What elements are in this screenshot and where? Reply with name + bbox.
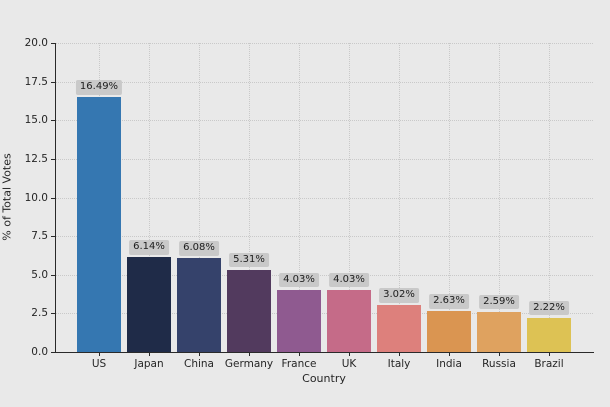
x-tick-label: US [91,358,107,370]
y-tick-label: 20.0 [24,36,48,49]
bar-japan [127,257,171,352]
bar-value-label: 2.59% [479,294,519,310]
x-tick-label: Italy [387,358,411,370]
bar-india [427,311,471,352]
y-tick-mark [51,313,55,315]
bar-value-label: 4.03% [329,272,369,288]
gridline-vertical [349,43,350,352]
bar-germany [227,269,271,352]
gridline-vertical [399,43,400,352]
x-tick-mark [99,352,100,356]
y-tick-label: 2.5 [31,307,48,320]
bar-value-label: 6.14% [129,240,169,255]
gridline-vertical [149,43,150,352]
y-tick-label: 0.0 [31,345,48,358]
gridline-horizontal [55,274,593,276]
gridline-vertical [549,43,550,352]
gridline-horizontal [55,158,593,160]
x-axis-label: Country [302,372,346,385]
y-tick-label: 10.0 [24,191,48,204]
bar-value-label: 2.22% [529,300,569,316]
bar-value-label: 4.03% [279,272,319,288]
bar-value-label: 6.08% [179,241,219,256]
y-tick-label: 5.0 [31,268,48,281]
y-axis-spine [55,43,56,352]
y-tick-label: 15.0 [24,114,48,126]
bar-france [277,289,321,352]
x-tick-label: UK [341,358,357,370]
x-tick-mark [399,352,400,356]
plot-area: 16.49% 6.14% 6.08% 5.31% 4.03% 4.03% 3.02% 2.63… [55,43,593,353]
x-tick-mark [349,352,350,356]
bar-value-label: 3.02% [379,288,419,303]
y-tick-mark [51,120,55,122]
bar-us [77,97,121,352]
x-tick-mark [299,352,300,356]
x-tick-mark [149,352,150,356]
x-tick-label: Brazil [534,358,564,370]
x-tick-mark [249,352,250,356]
y-tick-mark [51,81,55,83]
x-tick-label: India [436,358,462,370]
x-tick-mark [199,352,200,356]
y-tick-mark [51,43,55,44]
x-tick-label: Russia [482,358,516,370]
x-tick-mark [549,352,550,356]
gridline-horizontal [55,197,593,199]
gridline-horizontal [55,236,593,238]
gridline-horizontal [55,120,593,122]
x-tick-label: China [184,358,214,370]
bar-italy [377,305,421,352]
y-axis-label: % of Total Votes [0,153,14,241]
bar-russia [477,311,521,352]
gridline-vertical [299,43,300,352]
bar-brazil [527,317,571,352]
y-tick-mark [51,352,55,353]
gridline-vertical [449,43,450,352]
y-tick-mark [51,236,55,238]
gridline-vertical [249,43,250,352]
x-tick-label: Germany [224,358,274,370]
gridline-vertical [499,43,500,352]
x-tick-label: Japan [134,358,164,370]
gridline-horizontal [55,81,593,83]
gridline-horizontal [55,43,593,44]
bar-uk [327,289,371,352]
gridline-horizontal [55,313,593,315]
y-tick-mark [51,274,55,276]
y-tick-label: 7.5 [31,229,48,242]
x-tick-label: France [281,358,317,370]
x-axis-spine [55,352,594,353]
gridline-vertical [199,43,200,352]
y-tick-label: 17.5 [24,75,48,88]
bar-value-label: 5.31% [229,252,269,268]
y-tick-label: 12.5 [24,152,48,165]
bar-china [177,258,221,352]
y-tick-mark [51,197,55,199]
x-tick-mark [449,352,450,356]
bar-value-label: 16.49% [75,80,123,95]
y-tick-mark [51,158,55,160]
x-tick-mark [499,352,500,356]
bar-value-label: 2.63% [429,294,469,309]
